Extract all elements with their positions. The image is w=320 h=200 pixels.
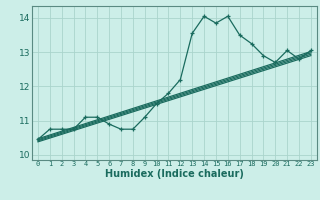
X-axis label: Humidex (Indice chaleur): Humidex (Indice chaleur): [105, 169, 244, 179]
